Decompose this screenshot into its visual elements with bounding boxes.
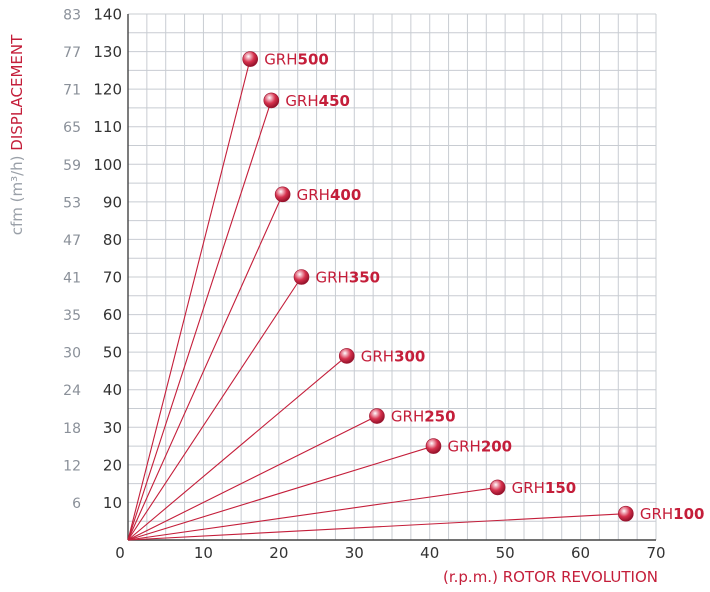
point-label: GRH350 — [315, 269, 380, 287]
y-cfm-tick-label: 18 — [63, 421, 81, 437]
data-point — [293, 269, 310, 285]
data-point — [618, 505, 634, 522]
y-cfm-tick-label: 30 — [63, 346, 81, 362]
x-axis-ticks: 0 10 20 30 40 50 60 70 — [115, 544, 665, 562]
data-points — [242, 51, 634, 522]
point-label-model: 200 — [481, 438, 512, 456]
point-label-prefix: GRH — [297, 186, 330, 204]
data-point — [369, 408, 385, 424]
data-point — [242, 51, 258, 67]
y-cfm-tick-label: 6 — [72, 496, 81, 512]
x-tick-label: 50 — [496, 544, 515, 562]
ray-line — [127, 58, 251, 541]
point-label: GRH300 — [361, 347, 426, 365]
y-tick-label: 140 — [93, 6, 122, 24]
ray-line — [127, 194, 284, 541]
y-tick-label: 30 — [103, 419, 122, 437]
point-label-model: 450 — [319, 92, 350, 110]
point-labels: GRH500GRH450GRH400GRH350GRH300GRH250GRH2… — [264, 51, 704, 524]
ray-line — [127, 445, 434, 541]
point-label: GRH500 — [264, 51, 329, 69]
point-label-prefix: GRH — [447, 438, 480, 456]
x-tick-label: 0 — [115, 544, 125, 562]
x-tick-label: 20 — [269, 544, 288, 562]
y-tick-label: 90 — [103, 193, 122, 211]
y-axis-ticks: 10 20 30 40 50 60 70 80 90 100 110 120 130 140 — [93, 6, 122, 512]
point-label-model: 400 — [330, 186, 361, 204]
data-point — [489, 479, 506, 496]
grid — [127, 13, 657, 541]
point-label-model: 250 — [424, 408, 455, 426]
y-tick-label: 10 — [103, 494, 122, 512]
ray-line — [127, 513, 626, 541]
point-label-model: 150 — [545, 479, 576, 497]
ray-line — [127, 355, 348, 541]
data-point — [425, 438, 442, 454]
y-tick-label: 20 — [103, 456, 122, 474]
point-label: GRH150 — [512, 479, 577, 497]
point-label: GRH400 — [297, 186, 362, 204]
ray-line — [127, 486, 498, 541]
x-axis-title: (r.p.m.) ROTOR REVOLUTION — [443, 568, 658, 586]
y-cfm-tick-label: 47 — [63, 233, 81, 249]
y-axis-name: DISPLACEMENT — [8, 34, 26, 151]
point-label-prefix: GRH — [391, 408, 424, 426]
rays — [127, 58, 626, 541]
y-axis-cfm-ticks: 6 12 18 24 30 35 41 47 53 59 65 71 77 83 — [63, 8, 81, 512]
ray-line — [127, 276, 302, 541]
y-cfm-tick-label: 71 — [63, 83, 81, 99]
x-tick-label: 30 — [345, 544, 364, 562]
x-tick-label: 40 — [420, 544, 439, 562]
point-label: GRH250 — [391, 408, 456, 426]
point-label-model: 500 — [298, 51, 329, 69]
point-label-model: 100 — [673, 505, 704, 523]
x-tick-label: 10 — [194, 544, 213, 562]
ray-line — [127, 100, 272, 541]
axes — [127, 14, 656, 541]
y-cfm-tick-label: 12 — [63, 458, 81, 474]
data-point — [263, 92, 280, 109]
y-cfm-tick-label: 77 — [63, 45, 81, 61]
x-tick-label: 60 — [571, 544, 590, 562]
y-cfm-tick-label: 24 — [63, 383, 81, 399]
y-tick-label: 130 — [93, 43, 122, 61]
point-label-prefix: GRH — [361, 347, 394, 365]
y-cfm-tick-label: 35 — [63, 308, 81, 324]
point-label-prefix: GRH — [285, 92, 318, 110]
y-tick-label: 100 — [93, 156, 122, 174]
y-axis-unit: cfm (m³/h) — [8, 155, 26, 236]
y-tick-label: 60 — [103, 306, 122, 324]
x-tick-label: 70 — [646, 544, 665, 562]
data-point — [274, 186, 291, 203]
ray-line — [127, 415, 378, 541]
y-tick-label: 50 — [103, 344, 122, 362]
y-tick-label: 70 — [103, 269, 122, 287]
y-cfm-tick-label: 83 — [63, 8, 81, 24]
point-label: GRH100 — [640, 505, 705, 523]
y-cfm-tick-label: 59 — [63, 158, 81, 174]
y-axis-title: cfm (m³/h) DISPLACEMENT — [6, 0, 28, 270]
point-label-model: 350 — [349, 269, 380, 287]
point-label-prefix: GRH — [315, 269, 348, 287]
y-cfm-tick-label: 41 — [63, 271, 81, 287]
point-label: GRH200 — [447, 438, 512, 456]
point-label-model: 300 — [394, 347, 425, 365]
y-tick-label: 40 — [103, 381, 122, 399]
point-label-prefix: GRH — [512, 479, 545, 497]
y-cfm-tick-label: 65 — [63, 120, 81, 136]
point-label-prefix: GRH — [640, 505, 673, 523]
point-label: GRH450 — [285, 92, 350, 110]
point-label-prefix: GRH — [264, 51, 297, 69]
y-cfm-tick-label: 53 — [63, 195, 81, 211]
data-point — [338, 348, 355, 364]
y-tick-label: 80 — [103, 231, 122, 249]
y-tick-label: 110 — [93, 118, 122, 136]
y-tick-label: 120 — [93, 81, 122, 99]
